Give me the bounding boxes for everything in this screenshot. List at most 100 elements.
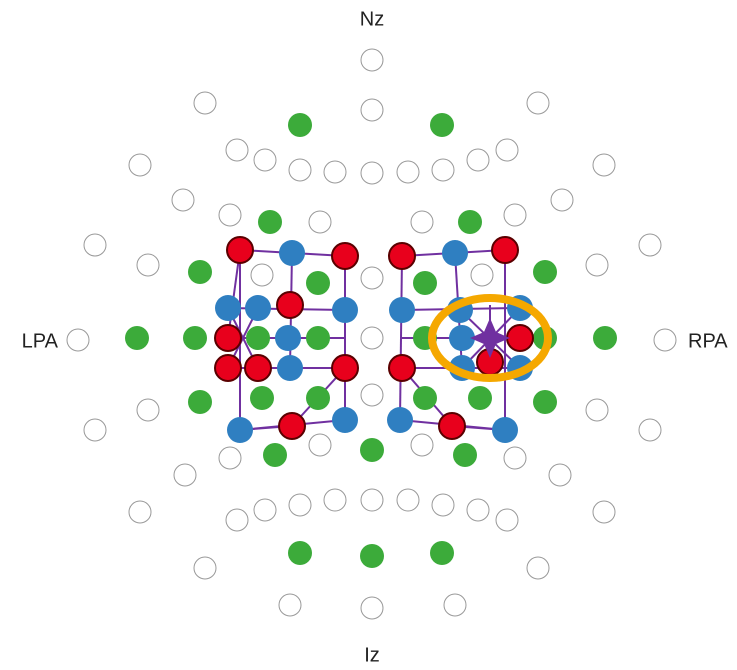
electrode [253, 148, 277, 172]
electrode [171, 188, 195, 212]
electrode [431, 493, 455, 517]
detector [215, 295, 241, 321]
electrode [308, 433, 332, 457]
electrode-green [183, 326, 207, 350]
electrode [193, 91, 217, 115]
detector [332, 407, 358, 433]
detector [387, 407, 413, 433]
electrode [83, 233, 107, 257]
source [331, 242, 359, 270]
electrode [585, 398, 609, 422]
star-marker [470, 318, 510, 358]
source [331, 354, 359, 382]
electrode [250, 263, 274, 287]
electrode [360, 161, 384, 185]
electrode [193, 556, 217, 580]
source [388, 354, 416, 382]
electrode-green [258, 210, 282, 234]
source [506, 324, 534, 352]
electrode-green [430, 541, 454, 565]
electrode [323, 160, 347, 184]
electrode [128, 500, 152, 524]
detector [227, 417, 253, 443]
electrode [323, 488, 347, 512]
source [214, 324, 242, 352]
source [226, 236, 254, 264]
electrode-green [453, 443, 477, 467]
source [438, 412, 466, 440]
electrode-green [360, 544, 384, 568]
electrode [360, 48, 384, 72]
electrode [410, 433, 434, 457]
detector [492, 417, 518, 443]
electrode [360, 596, 384, 620]
electrode [396, 488, 420, 512]
electrode-green [188, 390, 212, 414]
electrode-green [413, 386, 437, 410]
electrode [136, 253, 160, 277]
electrode-green [430, 113, 454, 137]
electrode-green [306, 271, 330, 295]
electrode [360, 488, 384, 512]
label-rpa: RPA [688, 330, 728, 352]
source [214, 354, 242, 382]
electrode [360, 98, 384, 122]
electrode [550, 188, 574, 212]
electrode [638, 418, 662, 442]
source [278, 412, 306, 440]
electrode [503, 446, 527, 470]
electrode [253, 498, 277, 522]
electrode [503, 203, 527, 227]
detector [449, 325, 475, 351]
detector [332, 297, 358, 323]
detector [442, 240, 468, 266]
electrode [173, 463, 197, 487]
electrode [653, 328, 677, 352]
electrode-green [458, 210, 482, 234]
highlight-ring [428, 294, 552, 382]
source [491, 236, 519, 264]
electrode-green [250, 386, 274, 410]
electrode [128, 153, 152, 177]
label-lpa: LPA [22, 330, 59, 352]
optodes [66, 48, 677, 620]
electrode [470, 263, 494, 287]
electrode [218, 446, 242, 470]
electrode [466, 498, 490, 522]
electrode [638, 233, 662, 257]
electrode [443, 593, 467, 617]
electrode [136, 398, 160, 422]
detector [389, 297, 415, 323]
electrode [431, 158, 455, 182]
electrode [526, 556, 550, 580]
electrode [225, 508, 249, 532]
electrode [396, 160, 420, 184]
detector [245, 295, 271, 321]
electrode [410, 210, 434, 234]
source [244, 354, 272, 382]
electrode-green [288, 541, 312, 565]
electrode-green [593, 326, 617, 350]
electrode-green [188, 260, 212, 284]
electrode-green [533, 260, 557, 284]
electrode [83, 418, 107, 442]
electrode-green [246, 326, 270, 350]
electrode-green [125, 326, 149, 350]
label-iz: Iz [364, 644, 380, 666]
electrode-green [533, 390, 557, 414]
detector [279, 240, 305, 266]
electrode [526, 91, 550, 115]
electrode [278, 593, 302, 617]
label-nz: Nz [360, 8, 384, 30]
electrode-green [468, 386, 492, 410]
electrode [592, 500, 616, 524]
electrode [308, 210, 332, 234]
detector [277, 355, 303, 381]
electrode [288, 158, 312, 182]
electrode [288, 493, 312, 517]
channel [227, 249, 241, 339]
electrode [360, 266, 384, 290]
electrode-green [413, 271, 437, 295]
electrode [585, 253, 609, 277]
